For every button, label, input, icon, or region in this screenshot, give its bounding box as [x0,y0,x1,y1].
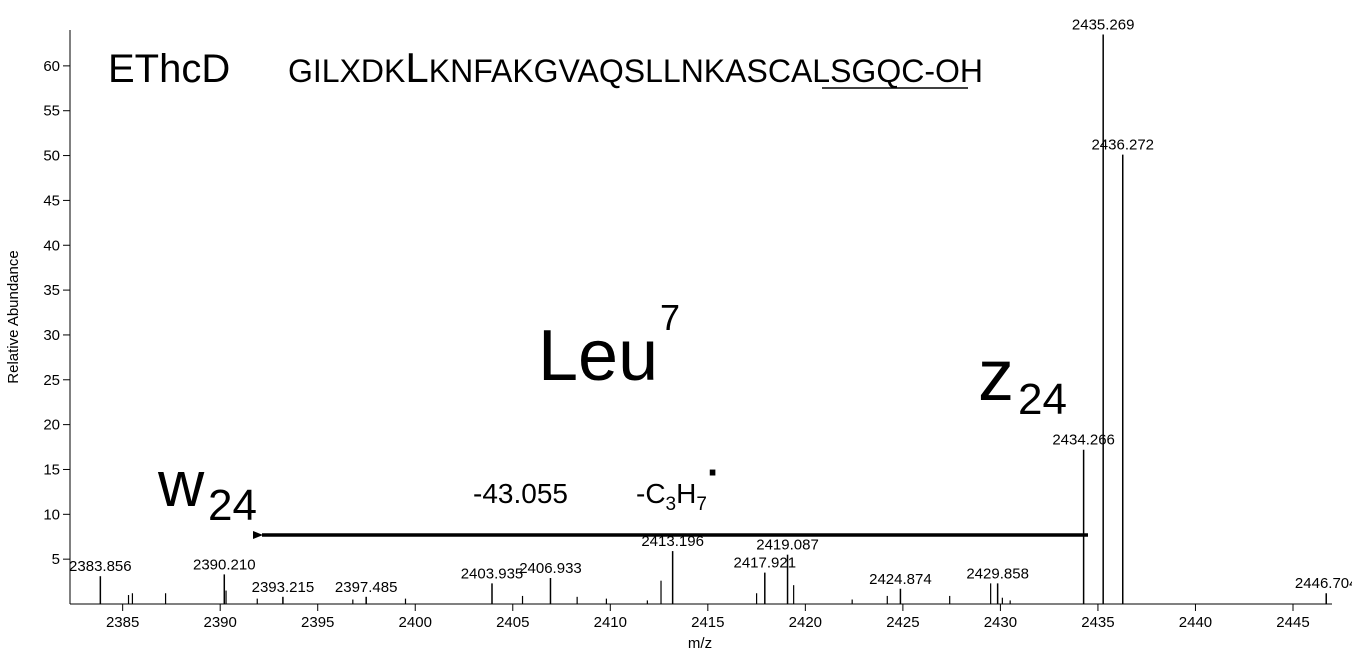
x-tick-label: 2405 [496,614,529,631]
x-tick-label: 2410 [594,614,627,631]
y-tick-label: 35 [43,282,60,299]
peak-label: 2390.210 [193,556,256,573]
w-index: 24 [208,481,257,530]
peak-label: 2397.485 [335,579,398,596]
peak-label: 2406.933 [519,560,582,577]
mass-loss: -43.055 [473,478,568,509]
peak-label: 2436.272 [1091,137,1154,154]
z-index: 24 [1018,375,1067,424]
formula-subscript: 3 [666,494,677,515]
formula-part: H [676,478,696,509]
y-tick-label: 40 [43,237,60,254]
x-tick-label: 2430 [984,614,1017,631]
x-axis-label: m/z [688,635,712,652]
sequence-part: -OH [924,53,983,89]
x-tick-label: 2420 [789,614,822,631]
formula-subscript: 7 [696,494,707,515]
residue-position: 7 [660,297,680,338]
w-ion: w [157,448,205,520]
peak-label: 2429.858 [966,565,1029,582]
z-ion: z [978,336,1014,416]
residue-label: Leu [538,316,658,396]
method-label: EThcD [108,47,230,91]
y-tick-label: 5 [52,551,60,568]
x-tick-label: 2415 [691,614,724,631]
radical-dot: · [707,451,720,495]
y-tick-label: 15 [43,461,60,478]
x-tick-label: 2395 [301,614,334,631]
sequence-highlight: L [405,44,428,91]
y-tick-label: 20 [43,417,60,434]
x-tick-label: 2400 [399,614,432,631]
peak-label: 2434.266 [1052,432,1115,449]
peak-label: 2383.856 [69,558,132,575]
formula-part: -C [636,478,666,509]
x-tick-label: 2440 [1179,614,1212,631]
sequence-underlined: CALSGQC [768,53,924,89]
sequence: GILXDKLKNFAKGVAQSLLNKASCALSGQC-OH [288,44,983,91]
y-axis-label: Relative Abundance [5,250,22,383]
y-tick-label: 25 [43,372,60,389]
y-tick-label: 50 [43,148,60,165]
peak-label: 2435.269 [1072,16,1135,33]
x-tick-label: 2385 [106,614,139,631]
peak-label: 2419.087 [756,537,819,554]
y-tick-label: 45 [43,192,60,209]
y-tick-label: 30 [43,327,60,344]
sequence-part: GILXDK [288,53,405,89]
peak-label: 2424.874 [869,571,932,588]
x-tick-label: 2435 [1081,614,1114,631]
x-tick-label: 2425 [886,614,919,631]
y-tick-label: 60 [43,58,60,75]
sequence-part: KNFAKGVAQSLLNKAS [429,53,768,89]
peak-label: 2446.704 [1295,575,1352,592]
x-tick-label: 2445 [1276,614,1309,631]
y-tick-label: 10 [43,506,60,523]
y-tick-label: 55 [43,103,60,120]
peak-label: 2417.921 [734,555,797,572]
peak-label: 2393.215 [252,579,315,596]
loss-formula: -C3H7· [636,451,720,515]
peak-label: 2413.196 [641,533,704,550]
peak-label: 2403.935 [461,565,524,582]
x-tick-label: 2390 [204,614,237,631]
